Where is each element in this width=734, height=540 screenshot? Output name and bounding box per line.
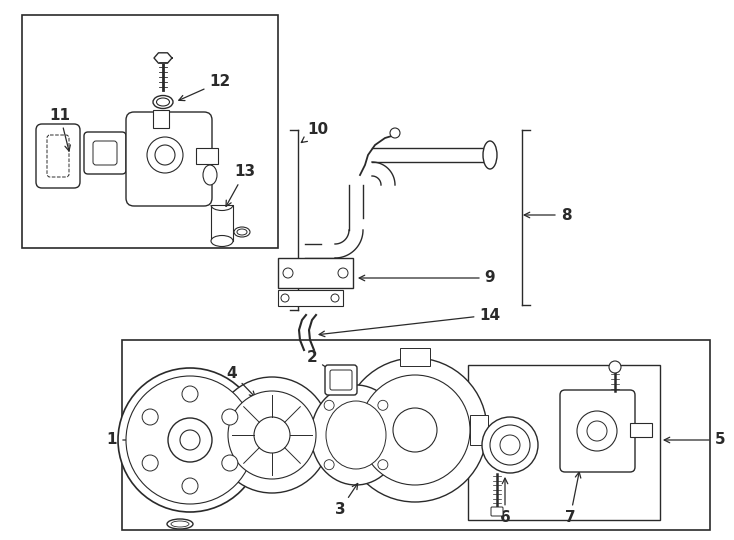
Circle shape (142, 455, 158, 471)
Circle shape (126, 376, 254, 504)
Circle shape (254, 417, 290, 453)
FancyBboxPatch shape (84, 132, 126, 174)
FancyBboxPatch shape (47, 135, 69, 177)
Ellipse shape (311, 385, 401, 485)
Ellipse shape (203, 165, 217, 185)
Circle shape (214, 377, 330, 493)
Text: 9: 9 (359, 271, 495, 286)
FancyBboxPatch shape (330, 370, 352, 390)
Circle shape (393, 408, 437, 452)
Circle shape (500, 435, 520, 455)
Text: 4: 4 (227, 366, 255, 397)
Bar (630, 423, 652, 437)
Bar (22, 15, 278, 248)
Circle shape (490, 425, 530, 465)
Ellipse shape (153, 96, 173, 109)
Circle shape (324, 460, 334, 470)
Bar (470, 415, 488, 445)
Ellipse shape (483, 141, 497, 169)
Circle shape (182, 478, 198, 494)
Circle shape (142, 409, 158, 425)
Circle shape (378, 460, 388, 470)
Text: 5: 5 (664, 433, 725, 448)
Bar (153, 110, 169, 128)
FancyBboxPatch shape (36, 124, 80, 188)
Circle shape (155, 145, 175, 165)
Circle shape (343, 358, 487, 502)
Text: 2: 2 (307, 350, 335, 373)
Text: 13: 13 (226, 165, 255, 206)
Circle shape (331, 294, 339, 302)
Bar (278, 290, 343, 306)
Circle shape (324, 400, 334, 410)
Ellipse shape (237, 229, 247, 235)
Bar (122, 340, 710, 530)
Circle shape (147, 137, 183, 173)
Bar (196, 148, 218, 164)
Circle shape (228, 391, 316, 479)
Circle shape (281, 294, 289, 302)
Text: 10: 10 (302, 123, 329, 143)
Circle shape (283, 268, 293, 278)
Circle shape (360, 375, 470, 485)
Text: 6: 6 (500, 478, 510, 525)
Ellipse shape (171, 521, 189, 527)
Text: 11: 11 (49, 107, 70, 151)
Circle shape (390, 128, 400, 138)
Text: 12: 12 (179, 75, 230, 100)
Circle shape (182, 386, 198, 402)
Bar (278, 258, 353, 288)
Polygon shape (154, 53, 172, 63)
Circle shape (587, 421, 607, 441)
Circle shape (577, 411, 617, 451)
Circle shape (180, 430, 200, 450)
FancyBboxPatch shape (560, 390, 635, 472)
FancyBboxPatch shape (93, 141, 117, 165)
Text: 14: 14 (319, 307, 501, 336)
Circle shape (378, 400, 388, 410)
Text: 7: 7 (564, 472, 581, 525)
Ellipse shape (167, 519, 193, 529)
Ellipse shape (326, 401, 386, 469)
Text: 1: 1 (106, 433, 144, 448)
FancyBboxPatch shape (126, 112, 212, 206)
Circle shape (118, 368, 262, 512)
Bar (400, 348, 430, 366)
Ellipse shape (211, 235, 233, 246)
Circle shape (482, 417, 538, 473)
Ellipse shape (234, 227, 250, 237)
FancyBboxPatch shape (325, 365, 357, 395)
Bar (211, 205, 233, 241)
Circle shape (222, 455, 238, 471)
FancyBboxPatch shape (491, 507, 503, 516)
Circle shape (168, 418, 212, 462)
Ellipse shape (156, 98, 170, 106)
Text: 3: 3 (335, 483, 357, 517)
Circle shape (338, 268, 348, 278)
Circle shape (222, 409, 238, 425)
Circle shape (609, 361, 621, 373)
Text: 8: 8 (524, 207, 571, 222)
Bar (468, 365, 660, 520)
